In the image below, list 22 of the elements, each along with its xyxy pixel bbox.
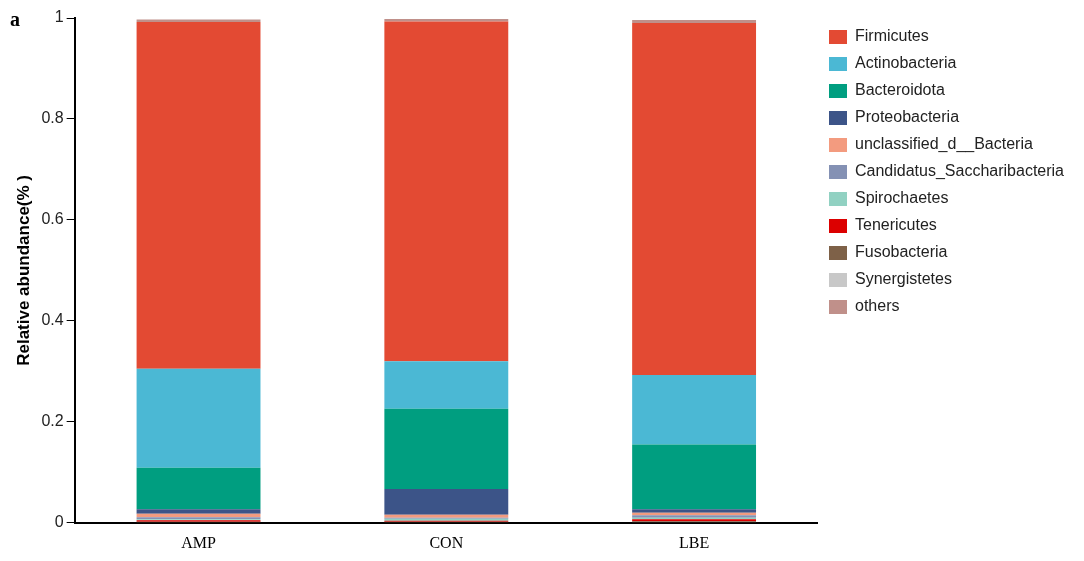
y-tick-label: 0.4 bbox=[41, 311, 64, 329]
legend-label: Bacteroidota bbox=[854, 81, 945, 99]
x-tick-label: LBE bbox=[678, 533, 710, 551]
legend-label: Actinobacteria bbox=[854, 54, 957, 72]
legend-label: Spirochaetes bbox=[854, 189, 949, 207]
x-tick-label: AMP bbox=[181, 533, 216, 551]
x-tick-label: CON bbox=[429, 533, 464, 551]
legend-label: unclassified_d__Bacteria bbox=[854, 135, 1033, 154]
y-tick-label: 0 bbox=[54, 513, 64, 531]
y-tick-label: 1 bbox=[54, 8, 64, 26]
legend-label: Synergistetes bbox=[854, 270, 952, 288]
legend-label: Fusobacteria bbox=[854, 243, 948, 261]
legend-label: Proteobacteria bbox=[854, 108, 960, 126]
y-tick-label: 0.8 bbox=[41, 109, 64, 127]
y-tick-label: 0.6 bbox=[41, 210, 64, 228]
legend-label: Firmicutes bbox=[854, 27, 929, 45]
legend-label: Tenericutes bbox=[854, 216, 937, 234]
legend-label: Candidatus_Saccharibacteria bbox=[854, 162, 1065, 181]
y-axis-title: Relative abundance(% ) bbox=[13, 174, 33, 366]
chart-title: a bbox=[10, 8, 20, 31]
legend-label: others bbox=[854, 297, 900, 315]
y-tick-label: 0.2 bbox=[41, 412, 64, 430]
